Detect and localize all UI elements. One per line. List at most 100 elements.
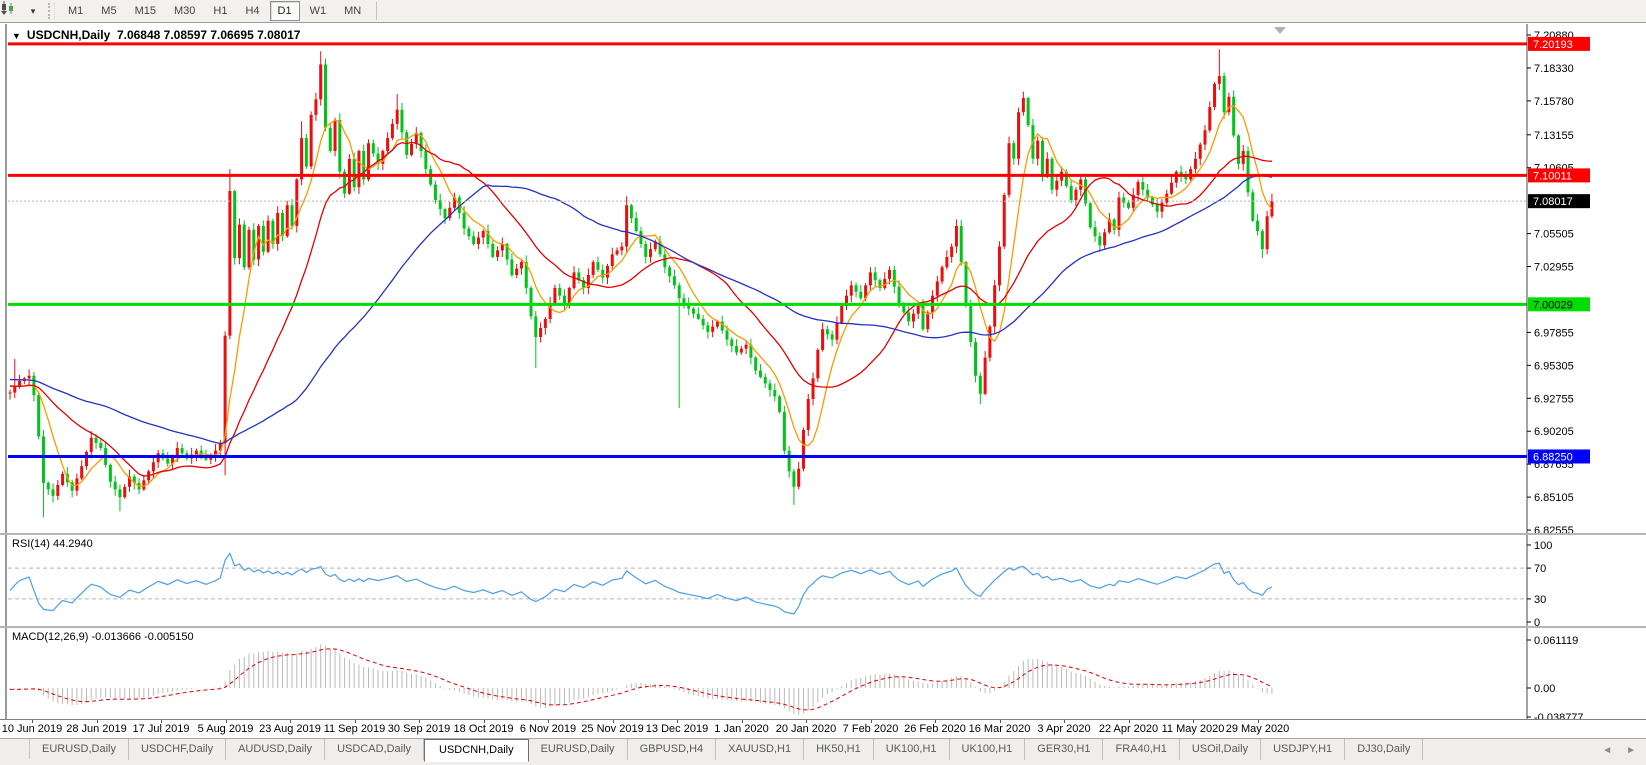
timeframe-button-M15[interactable]: M15 <box>134 5 156 17</box>
moving-average-line-7[interactable] <box>10 105 1273 487</box>
price-chip-7.00029: 7.00029 <box>1528 297 1590 312</box>
date-label: 1 Jan 2020 <box>714 723 769 735</box>
date-label: 20 Jan 2020 <box>775 723 837 735</box>
date-label: 29 May 2020 <box>1225 723 1290 735</box>
symbol-tab-EURUSD-Daily[interactable]: EURUSD,Daily <box>529 739 628 760</box>
timeframe-button-M30[interactable]: M30 <box>173 5 196 17</box>
price-tick-label: 7.15780 <box>1534 96 1574 108</box>
date-tick <box>999 720 1001 723</box>
date-label: 28 Jun 2019 <box>66 723 127 735</box>
symbol-tab-UK100-H1[interactable]: UK100,H1 <box>874 739 950 760</box>
chart-ohlc-values: 7.06848 7.08597 7.06695 7.08017 <box>110 28 301 42</box>
svg-text:7.20193: 7.20193 <box>1533 39 1573 51</box>
date-label: 10 Jun 2019 <box>1 723 63 735</box>
macd-tick-label: -0.038777 <box>1534 712 1584 719</box>
date-label: 18 Oct 2019 <box>453 723 514 735</box>
date-label: 16 Mar 2020 <box>968 723 1031 735</box>
candles-layer <box>8 49 1274 518</box>
moving-average-line-22[interactable] <box>9 141 1272 477</box>
symbol-tab-USOil-Daily[interactable]: USOil,Daily <box>1180 739 1262 760</box>
date-label: 7 Feb 2020 <box>842 723 899 735</box>
timeframe-button-M5[interactable]: M5 <box>101 5 117 17</box>
symbol-tab-USDCHF-Daily[interactable]: USDCHF,Daily <box>129 739 227 760</box>
date-tick <box>96 720 98 723</box>
toolbar-separator <box>376 2 378 20</box>
date-label: 3 Apr 2020 <box>1037 723 1091 735</box>
symbol-tab-DJ30-Daily[interactable]: DJ30,Daily <box>1345 739 1424 760</box>
symbol-tab-USDCNH-Daily[interactable]: USDCNH,Daily <box>424 739 529 762</box>
timeframe-button-W1[interactable]: W1 <box>309 5 327 17</box>
rsi-canvas[interactable]: 100 70 30 0 <box>0 535 1646 626</box>
symbol-tab-UK100-H1[interactable]: UK100,H1 <box>950 739 1026 760</box>
symbol-tab-bar: EURUSD,Daily USDCHF,Daily AUDUSD,Daily USDC… <box>0 738 1646 765</box>
price-tick-label: 7.13155 <box>1534 130 1574 142</box>
symbol-tab-USDJPY-H1[interactable]: USDJPY,H1 <box>1261 739 1346 760</box>
tabbar-splitter[interactable] <box>0 739 30 759</box>
chart-type-icon[interactable] <box>1 1 26 20</box>
symbol-tab-GER30-H1[interactable]: GER30,H1 <box>1025 739 1104 760</box>
chart-symbol-label: USDCNH,Daily <box>26 28 111 42</box>
date-label: 30 Sep 2019 <box>387 723 451 735</box>
timeframe-toolbar: ▾ M1 M5 M15 M30 H1 H4 D1 W1 MN <box>0 0 1646 23</box>
chart-shift-marker-icon[interactable] <box>1274 27 1286 34</box>
price-tick-label: 7.02955 <box>1534 262 1574 274</box>
rsi-tick-label: 100 <box>1534 540 1552 552</box>
date-tick <box>354 720 356 723</box>
tab-scroll-arrows: ◄ ► <box>1602 739 1636 761</box>
tab-scroll-left-icon[interactable]: ◄ <box>1602 744 1613 756</box>
price-chip-7.10011: 7.10011 <box>1528 168 1590 183</box>
date-tick <box>1128 720 1130 723</box>
rsi-indicator-label: RSI(14) 44.2940 <box>12 538 93 550</box>
price-chart-canvas[interactable]: 7.208807.183307.157807.131557.106057.055… <box>0 24 1646 533</box>
moving-average-line-55[interactable] <box>9 175 1273 445</box>
date-tick <box>1064 720 1065 723</box>
macd-signal-line[interactable] <box>9 648 1273 711</box>
date-label: 11 Sep 2019 <box>323 723 386 735</box>
date-tick <box>870 720 872 723</box>
macd-canvas[interactable]: 0.061119 0.00 -0.038777 <box>0 628 1646 719</box>
symbol-tab-AUDUSD-Daily[interactable]: AUDUSD,Daily <box>226 739 326 760</box>
date-label: 22 Apr 2020 <box>1098 723 1159 735</box>
chart-title-collapse-icon[interactable]: ▼ <box>12 31 21 41</box>
timeframe-button-H1[interactable]: H1 <box>213 5 228 17</box>
timeframe-button-M1[interactable]: M1 <box>68 5 84 17</box>
date-tick <box>806 720 807 723</box>
rsi-line[interactable] <box>9 552 1273 615</box>
main-chart-pane[interactable]: 7.208807.183307.157807.131557.106057.055… <box>0 24 1646 533</box>
price-chip-7.08017: 7.08017 <box>1528 194 1590 209</box>
rsi-pane[interactable]: 100 70 30 0 RSI(14) 44.2940 <box>0 533 1646 626</box>
date-tick <box>1193 720 1194 723</box>
symbol-tabs: EURUSD,Daily USDCHF,Daily AUDUSD,Daily USDC… <box>30 739 1424 762</box>
price-tick-label: 7.05505 <box>1534 229 1574 241</box>
timeframe-button-D1[interactable]: D1 <box>269 1 300 21</box>
date-label: 17 Jul 2019 <box>132 723 190 735</box>
macd-pane[interactable]: 0.061119 0.00 -0.038777 MACD(12,26,9) -0.0… <box>0 626 1646 719</box>
date-tick <box>290 720 291 723</box>
timeframe-button-MN[interactable]: MN <box>344 5 362 17</box>
svg-text:7.00029: 7.00029 <box>1533 299 1573 311</box>
symbol-tab-EURUSD-Daily[interactable]: EURUSD,Daily <box>30 739 129 760</box>
price-tick-label: 7.20880 <box>1534 30 1574 42</box>
macd-tick-label: 0.00 <box>1534 683 1555 695</box>
candles-icon <box>1 1 13 15</box>
symbol-tab-XAUUSD-H1[interactable]: XAUUSD,H1 <box>716 739 805 760</box>
toolbar-grip[interactable] <box>48 3 55 19</box>
date-tick <box>225 720 227 723</box>
symbol-tab-USDCAD-Daily[interactable]: USDCAD,Daily <box>325 739 425 760</box>
symbol-tab-GBPUSD-H4[interactable]: GBPUSD,H4 <box>628 739 717 760</box>
chart-window-left-border <box>5 24 7 738</box>
svg-text:6.88250: 6.88250 <box>1533 451 1573 463</box>
tab-scroll-right-icon[interactable]: ► <box>1626 744 1636 756</box>
macd-indicator-label: MACD(12,26,9) -0.013666 -0.005150 <box>12 631 194 643</box>
date-label: 5 Aug 2019 <box>197 723 254 735</box>
date-axis[interactable]: 10 Jun 2019 28 Jun 2019 17 Jul 2019 5 Aug 2… <box>0 719 1646 738</box>
date-label: 6 Nov 2019 <box>519 723 577 735</box>
price-tick-label: 6.85105 <box>1534 492 1574 504</box>
timeframe-button-H4[interactable]: H4 <box>245 5 260 17</box>
chart-dropdown-arrow[interactable]: ▾ <box>30 5 36 16</box>
symbol-tab-FRA40-H1[interactable]: FRA40,H1 <box>1103 739 1180 760</box>
date-tick <box>612 720 614 723</box>
svg-text:7.08017: 7.08017 <box>1533 196 1573 208</box>
symbol-tab-HK50-H1[interactable]: HK50,H1 <box>804 739 874 760</box>
date-label: 13 Dec 2019 <box>645 723 709 735</box>
